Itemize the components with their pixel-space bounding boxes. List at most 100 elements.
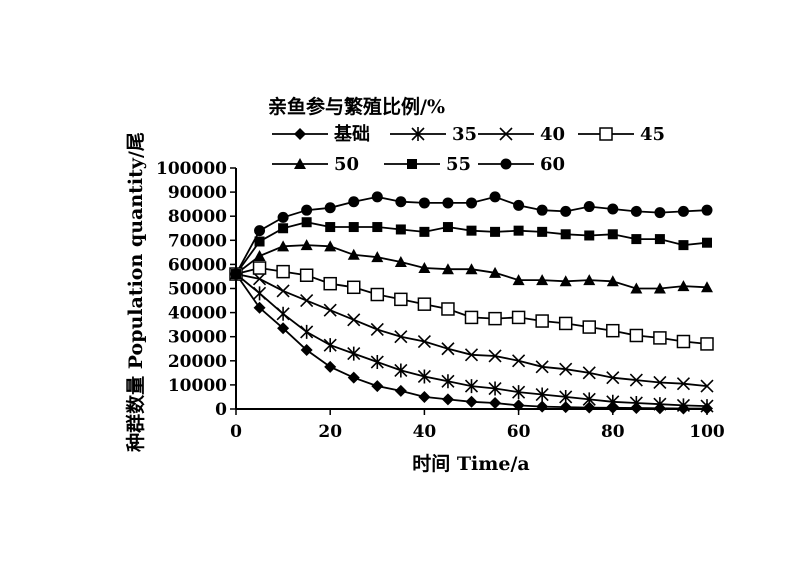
data-point-circle: [677, 205, 689, 217]
data-point-filled-square: [395, 224, 406, 235]
data-point-diamond: [583, 401, 596, 414]
data-point-triangle: [701, 281, 713, 293]
data-point-asterisk: [559, 389, 573, 404]
x-tick-label: 20: [318, 422, 342, 442]
data-point-filled-square: [584, 230, 595, 241]
data-point-open-square: [394, 292, 408, 307]
data-point-triangle: [583, 274, 596, 286]
y-tick-label: 80000: [168, 207, 227, 227]
data-point-asterisk: [347, 346, 361, 361]
y-tick-label: 100000: [156, 159, 227, 179]
data-point-open-square: [370, 287, 385, 302]
data-point-triangle: [277, 240, 290, 252]
legend-marker-filled-square: [407, 159, 417, 169]
data-point-asterisk: [700, 399, 714, 414]
data-point-asterisk: [252, 286, 267, 301]
data-point-filled-square: [372, 222, 383, 233]
y-tick-label: 90000: [168, 183, 227, 203]
data-point-filled-square: [301, 217, 312, 228]
data-point-triangle: [465, 263, 478, 275]
legend: 亲鱼参与繁殖比例/% 基础 35 40 45 50 55 60: [268, 95, 665, 175]
data-point-filled-square: [490, 226, 501, 237]
data-point-filled-square: [348, 222, 359, 233]
data-point-diamond: [253, 301, 266, 314]
data-point-x: [347, 313, 361, 327]
data-point-circle: [348, 196, 360, 208]
data-point-filled-square: [654, 234, 665, 245]
data-point-circle: [583, 201, 595, 213]
data-point-diamond: [394, 384, 407, 397]
data-point-open-square: [464, 310, 479, 325]
data-point-x: [488, 349, 502, 363]
data-point-diamond: [489, 396, 502, 409]
data-point-open-square: [299, 268, 314, 282]
data-point-x: [606, 371, 620, 385]
data-point-triangle: [559, 275, 572, 287]
data-point-diamond: [559, 401, 572, 414]
y-tick-label: 50000: [168, 280, 227, 300]
data-point-triangle: [394, 255, 407, 267]
y-tick-label: 0: [215, 400, 227, 420]
legend-marker-asterisk: [411, 127, 425, 141]
data-point-open-square: [629, 328, 644, 343]
data-point-asterisk: [535, 387, 549, 402]
data-point-triangle: [653, 282, 666, 294]
data-point-asterisk: [417, 369, 431, 384]
data-point-filled-square: [419, 226, 430, 237]
legend-entry: 60: [478, 154, 565, 175]
data-point-circle: [466, 197, 477, 209]
data-point-filled-square: [442, 222, 453, 233]
data-point-circle: [230, 268, 242, 280]
data-point-filled-square: [513, 225, 524, 236]
legend-label: 45: [640, 124, 665, 145]
data-point-triangle: [630, 282, 643, 294]
legend-entry: 35: [390, 124, 477, 145]
data-point-diamond: [277, 322, 290, 335]
legend-label: 50: [334, 154, 359, 175]
data-point-circle: [630, 205, 642, 217]
data-point-x: [512, 354, 526, 368]
legend-marker-circle: [500, 158, 512, 170]
data-point-filled-square: [631, 234, 642, 245]
data-point-x: [300, 293, 314, 308]
y-tick-label: 30000: [168, 328, 227, 348]
data-point-x: [464, 348, 479, 362]
data-point-x: [370, 322, 384, 337]
data-point-triangle: [347, 248, 360, 260]
data-point-triangle: [441, 263, 454, 275]
legend-label: 60: [540, 154, 565, 175]
data-point-open-square: [323, 276, 337, 291]
data-point-circle: [277, 211, 289, 223]
data-point-triangle: [512, 274, 525, 286]
data-point-filled-square: [537, 226, 548, 237]
x-tick-label: 60: [507, 422, 531, 442]
data-point-triangle: [300, 239, 313, 251]
data-point-filled-square: [702, 237, 712, 248]
data-point-triangle: [324, 240, 337, 252]
data-point-filled-square: [466, 225, 477, 236]
legend-marker-open-square: [599, 127, 613, 141]
data-point-filled-square: [678, 240, 689, 251]
data-point-circle: [701, 204, 713, 216]
legend-label: 55: [446, 154, 471, 175]
data-point-x: [676, 377, 691, 391]
data-point-open-square: [653, 331, 667, 345]
data-point-asterisk: [276, 306, 290, 321]
data-point-asterisk: [464, 379, 479, 394]
data-point-asterisk: [653, 397, 667, 412]
data-point-asterisk: [676, 398, 691, 413]
data-point-x: [535, 360, 549, 374]
x-tick-label: 100: [689, 422, 725, 442]
data-point-circle: [301, 204, 313, 216]
data-point-circle: [254, 225, 266, 237]
data-point-diamond: [347, 371, 360, 384]
y-tick-label: 10000: [168, 376, 227, 396]
data-point-diamond: [371, 380, 384, 393]
data-point-circle: [442, 197, 454, 209]
x-axis-title: 时间 Time/a: [412, 453, 529, 475]
data-point-open-square: [441, 302, 455, 316]
legend-title: 亲鱼参与繁殖比例/%: [268, 95, 445, 118]
axes: [230, 167, 708, 415]
data-point-asterisk: [323, 338, 337, 353]
